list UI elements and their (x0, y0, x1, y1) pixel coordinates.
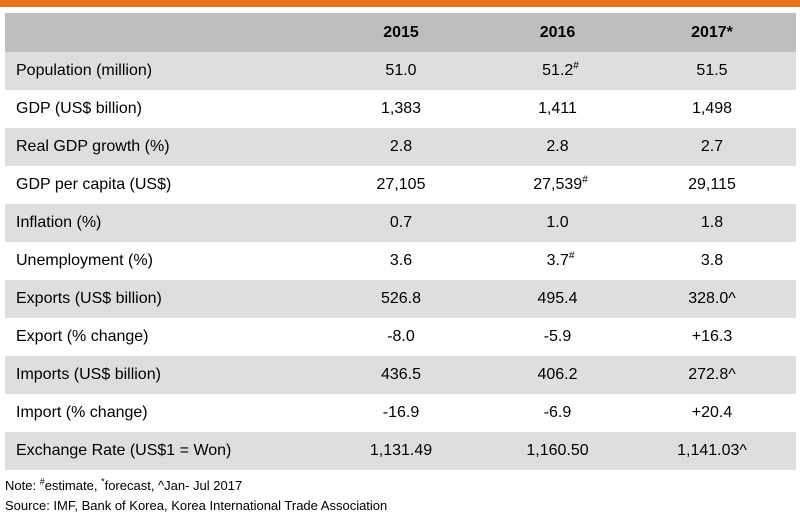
table-row: Real GDP growth (%) 2.8 2.8 2.7 (5, 128, 796, 166)
estimate-marker: # (573, 60, 579, 72)
economic-indicators-table: 2015 2016 2017* Population (million) 51.… (5, 13, 796, 470)
row-label: Real GDP growth (%) (5, 128, 315, 166)
row-label: Exports (US$ billion) (5, 280, 315, 318)
cell-2015: 3.6 (315, 242, 487, 280)
cell-2015: 436.5 (315, 356, 487, 394)
cell-2016: 1.0 (487, 204, 628, 242)
cell-2016-value: 495.4 (537, 290, 578, 307)
cell-2016: -5.9 (487, 318, 628, 356)
cell-2016: 51.2# (487, 52, 628, 90)
cell-2015: 1,383 (315, 90, 487, 128)
cell-2016-value: 3.7 (546, 252, 569, 269)
cell-2015: 2.8 (315, 128, 487, 166)
cell-2017-value: 29,115 (688, 176, 736, 193)
cell-2017-value: 272.8^ (688, 366, 736, 383)
cell-2017: 1,141.03^ (628, 432, 796, 470)
cell-2016-value: 406.2 (537, 366, 578, 383)
cell-2017-value: 1.8 (700, 214, 724, 231)
footnote-line: Note: #estimate, *forecast, ^Jan- Jul 20… (5, 476, 387, 496)
table-row: Population (million) 51.0 51.2# 51.5 (5, 52, 796, 90)
table-row: GDP per capita (US$) 27,105 27,539# 29,1… (5, 166, 796, 204)
cell-2017-value: 2.7 (700, 138, 724, 155)
cell-2015: -8.0 (315, 318, 487, 356)
cell-2015: 51.0 (315, 52, 487, 90)
top-accent-bar (0, 0, 800, 7)
cell-2017: 51.5 (628, 52, 796, 90)
table-row: Imports (US$ billion) 436.5 406.2 272.8^ (5, 356, 796, 394)
forecast-sup: * (101, 476, 105, 487)
table-row: Exchange Rate (US$1 = Won) 1,131.49 1,16… (5, 432, 796, 470)
row-label: Inflation (%) (5, 204, 315, 242)
row-label: Exchange Rate (US$1 = Won) (5, 432, 315, 470)
cell-2016: 27,539# (487, 166, 628, 204)
table-row: GDP (US$ billion) 1,383 1,411 1,498 (5, 90, 796, 128)
note-prefix: Note: (5, 478, 40, 493)
cell-2016: 3.7# (487, 242, 628, 280)
row-label: GDP (US$ billion) (5, 90, 315, 128)
cell-2016-value: 2.8 (546, 138, 569, 155)
cell-2017-value: +20.4 (691, 404, 733, 421)
row-label: Unemployment (%) (5, 242, 315, 280)
estimate-sup: # (39, 476, 45, 487)
header-2016: 2016 (487, 13, 628, 52)
cell-2016-value: 1,160.50 (526, 442, 589, 459)
cell-2017-value: 51.5 (696, 62, 728, 79)
cell-2017-value: 1,498 (691, 100, 733, 117)
cell-2015: 1,131.49 (315, 432, 487, 470)
estimate-marker: # (568, 250, 575, 262)
row-label: Import (% change) (5, 394, 315, 432)
cell-2016-value: -6.9 (543, 404, 572, 421)
forecast-text: forecast, ^Jan- Jul 2017 (104, 478, 243, 493)
header-row: 2015 2016 2017* (5, 13, 796, 52)
cell-2015: -16.9 (315, 394, 487, 432)
cell-2015: 27,105 (315, 166, 487, 204)
cell-2017-value: 3.8 (700, 252, 724, 269)
cell-2016-value: 1.0 (546, 214, 569, 231)
row-label: Export (% change) (5, 318, 315, 356)
cell-2016-value: 27,539 (533, 176, 583, 193)
cell-2017: 328.0^ (628, 280, 796, 318)
cell-2017: 1,498 (628, 90, 796, 128)
table-notes: Note: #estimate, *forecast, ^Jan- Jul 20… (5, 476, 387, 516)
cell-2016: 2.8 (487, 128, 628, 166)
cell-2017-value: +16.3 (691, 328, 733, 345)
estimate-marker: # (582, 174, 588, 186)
table-row: Import (% change) -16.9 -6.9 +20.4 (5, 394, 796, 432)
table-row: Exports (US$ billion) 526.8 495.4 328.0^ (5, 280, 796, 318)
cell-2016: 406.2 (487, 356, 628, 394)
cell-2017-value: 1,141.03^ (677, 442, 747, 459)
table-row: Unemployment (%) 3.6 3.7# 3.8 (5, 242, 796, 280)
cell-2017: 3.8 (628, 242, 796, 280)
cell-2015: 526.8 (315, 280, 487, 318)
cell-2017: 2.7 (628, 128, 796, 166)
table-row: Export (% change) -8.0 -5.9 +16.3 (5, 318, 796, 356)
row-label: GDP per capita (US$) (5, 166, 315, 204)
cell-2017: 29,115 (628, 166, 796, 204)
cell-2015: 0.7 (315, 204, 487, 242)
cell-2017: 1.8 (628, 204, 796, 242)
row-label: Imports (US$ billion) (5, 356, 315, 394)
cell-2016: 1,160.50 (487, 432, 628, 470)
source-line: Source: IMF, Bank of Korea, Korea Intern… (5, 498, 388, 513)
header-label-cell (5, 13, 315, 52)
table-header: 2015 2016 2017* (5, 13, 796, 52)
cell-2017: 272.8^ (628, 356, 796, 394)
row-label: Population (million) (5, 52, 315, 90)
cell-2016-value: 1,411 (538, 100, 577, 117)
cell-2017: +20.4 (628, 394, 796, 432)
header-2015: 2015 (315, 13, 487, 52)
cell-2017: +16.3 (628, 318, 796, 356)
table-body: Population (million) 51.0 51.2# 51.5 GDP… (5, 52, 796, 470)
cell-2016: 1,411 (487, 90, 628, 128)
cell-2016-value: -5.9 (543, 328, 572, 345)
estimate-text: estimate, (44, 478, 102, 493)
cell-2016: -6.9 (487, 394, 628, 432)
cell-2016-value: 51.2 (542, 62, 574, 79)
cell-2017-value: 328.0^ (688, 290, 736, 307)
cell-2016: 495.4 (487, 280, 628, 318)
table-row: Inflation (%) 0.7 1.0 1.8 (5, 204, 796, 242)
header-2017: 2017* (628, 13, 796, 52)
